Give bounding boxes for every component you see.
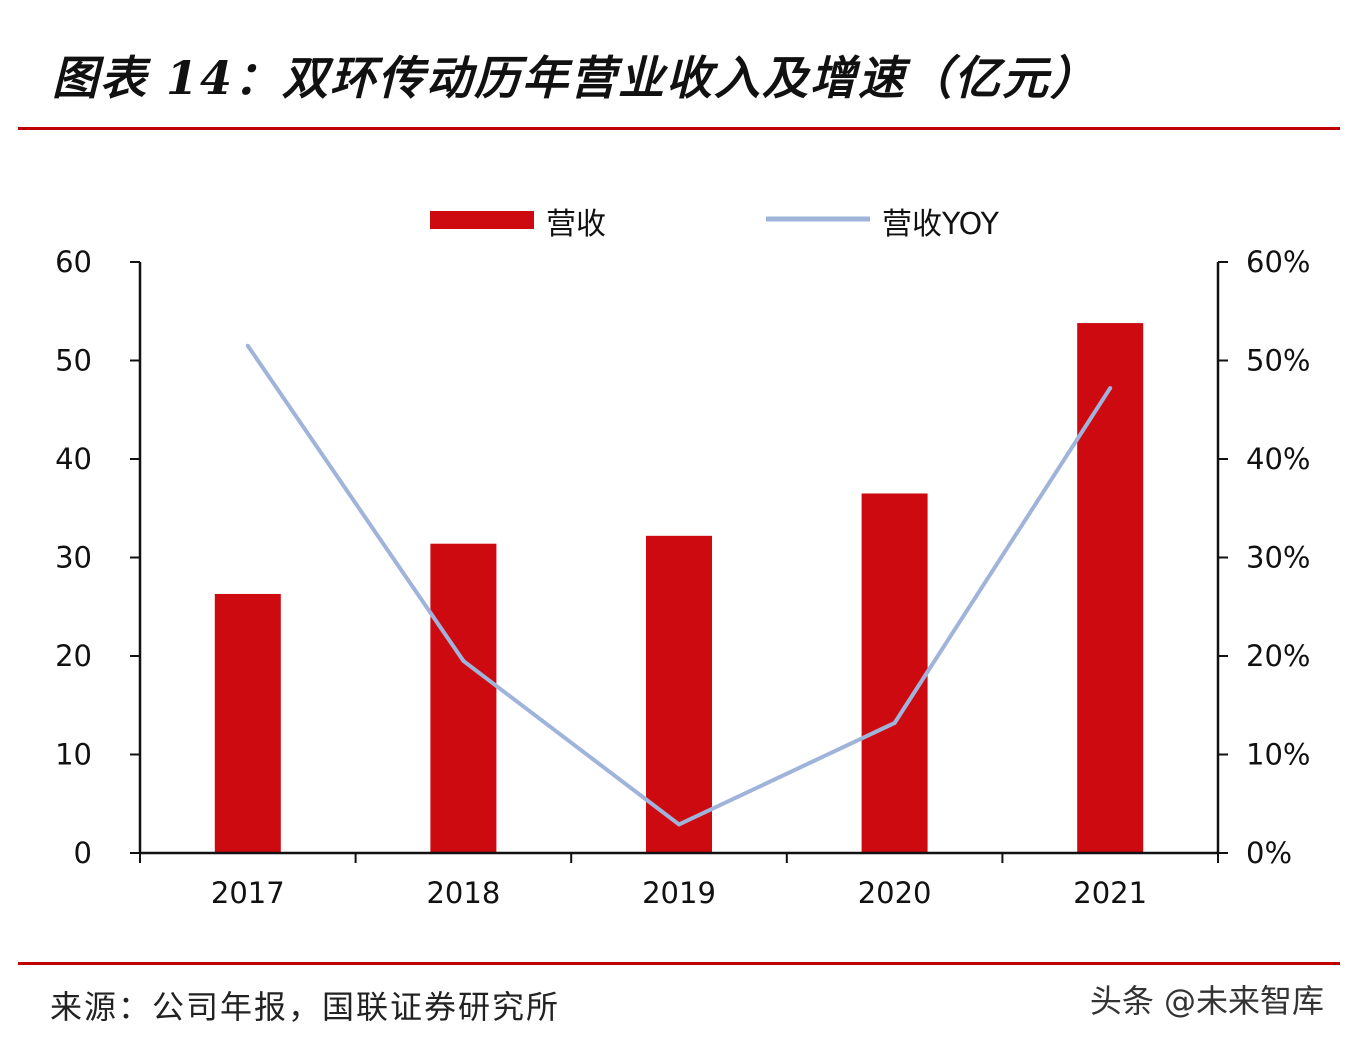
legend-yoy-label: 营收YOY [882,207,1000,242]
watermark: 头条 @未来智库 [1089,982,1324,1020]
legend-revenue-swatch [430,211,534,229]
x-tick-label: 2019 [642,876,716,910]
footer-divider [18,962,1340,965]
left-tick-label: 0 [74,836,92,870]
left-tick-label: 50 [55,344,92,378]
right-tick-label: 10% [1246,738,1310,772]
yoy-point-2020 [892,720,897,725]
x-tick-label: 2018 [426,876,500,910]
revenue-bar-2019 [646,535,712,853]
page-title: 图表 14：双环传动历年营业收入及增速（亿元） [52,51,1099,105]
revenue-growth-chart: 营收 营收YOY 0 0% 10 10% 20 20% 30 30% 40 40% 50 50% 60 6… [55,207,1310,910]
left-tick-label: 10 [55,738,92,772]
revenue-bar-2021 [1077,323,1144,853]
left-tick-label: 40 [55,442,92,476]
left-tick-label: 30 [55,541,92,575]
right-tick-label: 60% [1246,245,1310,279]
chart-axes: 0 0% 10 10% 20 20% 30 30% 40 40% 50 50% 60 60% 2017 201… [55,245,1310,910]
right-tick-label: 50% [1246,344,1310,378]
right-tick-label: 0% [1246,836,1292,870]
right-tick-label: 20% [1246,639,1310,673]
right-tick-label: 40% [1246,442,1310,476]
yoy-point-2019 [677,822,681,827]
revenue-bar-2017 [214,593,281,853]
left-tick-label: 20 [55,639,92,673]
x-tick-label: 2021 [1073,876,1147,910]
source-note: 来源：公司年报，国联证券研究所 [50,988,561,1026]
revenue-bars [214,323,1144,853]
x-tick-label: 2020 [858,876,932,910]
yoy-point-2018 [461,658,466,663]
x-tick-label: 2017 [211,876,285,910]
yoy-line [245,343,1113,827]
revenue-bar-2018 [430,543,497,853]
yoy-point-2021 [1108,386,1113,391]
legend-revenue-label: 营收 [546,207,606,242]
left-tick-label: 60 [55,245,92,279]
yoy-point-2017 [245,343,250,348]
chart-legend: 营收 营收YOY [430,207,1000,242]
title-divider [18,127,1340,130]
revenue-bar-2020 [861,493,928,853]
right-tick-label: 30% [1246,541,1310,575]
